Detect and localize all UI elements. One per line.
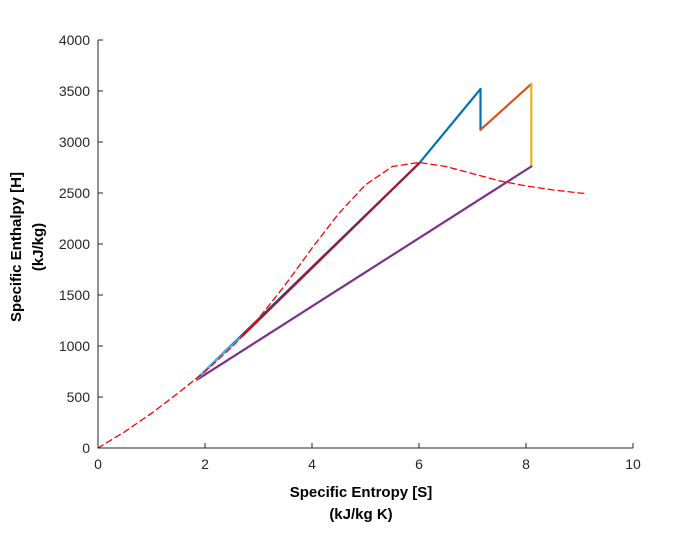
series-layer — [97, 82, 586, 449]
x-tick-label: 6 — [415, 456, 423, 472]
y-tick-label: 3500 — [59, 83, 90, 99]
saturation-dome-curve — [97, 161, 586, 449]
x-tick-label: 4 — [308, 456, 316, 472]
y-tick-label: 0 — [82, 440, 90, 456]
cycle-segment-7 — [241, 162, 421, 337]
x-tick-label: 2 — [201, 456, 209, 472]
y-axis-title: Specific Enthalpy [H] — [8, 172, 25, 322]
y-axis-units: (kJ/kg) — [30, 223, 47, 271]
x-tick-label: 8 — [522, 456, 530, 472]
y-tick-label: 4000 — [59, 32, 90, 48]
cycle-segment-3 — [479, 82, 533, 131]
cycle-segment-5 — [195, 165, 533, 381]
y-tick-label: 1000 — [59, 338, 90, 354]
y-tick-label: 1500 — [59, 287, 90, 303]
x-axis-units: (kJ/kg K) — [329, 506, 392, 523]
cycle-segment-1 — [195, 87, 482, 380]
y-tick-label: 3000 — [59, 134, 90, 150]
x-axis-title: Specific Entropy [S] — [290, 484, 433, 501]
y-tick-label: 2500 — [59, 185, 90, 201]
x-tick-label: 0 — [94, 456, 102, 472]
x-tick-label: 10 — [625, 456, 641, 472]
y-tick-label: 500 — [67, 389, 91, 405]
ticks-layer: 0 2 4 6 8 10 0 500 1000 1500 2000 2500 3000 3500 4000 — [59, 32, 641, 472]
y-tick-label: 2000 — [59, 236, 90, 252]
axes-layer — [97, 40, 633, 449]
